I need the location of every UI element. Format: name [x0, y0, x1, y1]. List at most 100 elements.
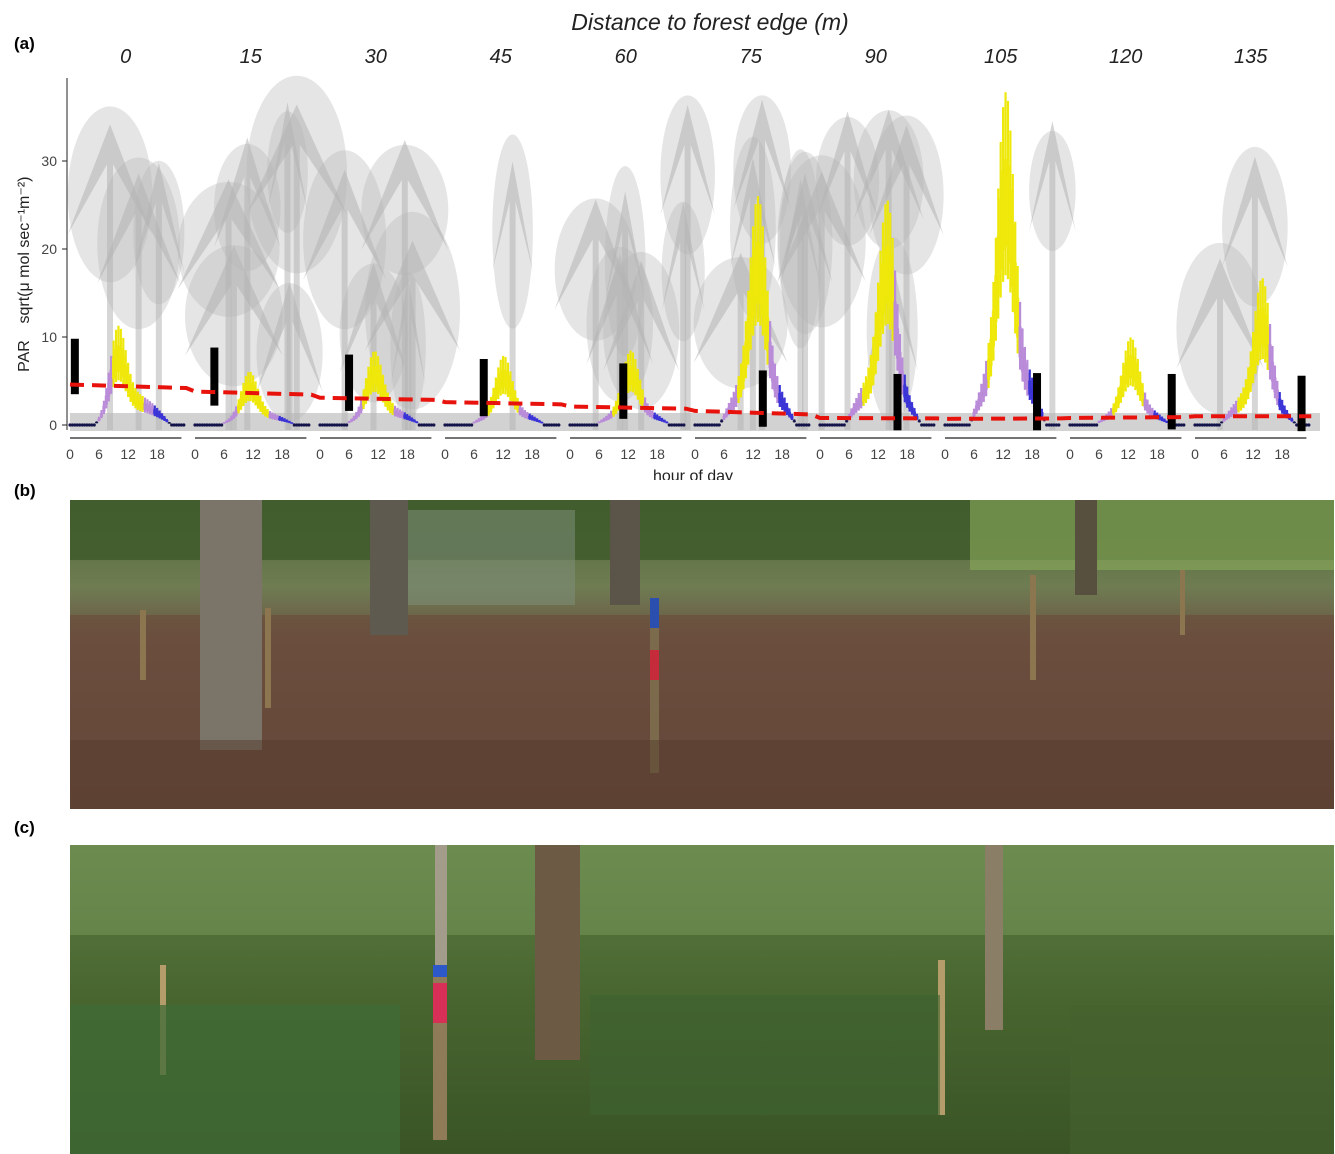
tree-crown	[1222, 146, 1288, 307]
night-point	[1179, 423, 1184, 427]
night-point	[1073, 423, 1077, 427]
hour-box-body	[143, 403, 147, 410]
hour-box-body	[722, 416, 726, 419]
night-point	[307, 423, 311, 427]
hour-box-body	[753, 248, 758, 304]
hour-box-body	[241, 391, 246, 402]
hour-box-body	[886, 245, 890, 302]
hour-box-body	[665, 422, 669, 424]
hour-box-body	[227, 419, 231, 422]
hour-box-body	[155, 411, 159, 416]
night-point	[587, 423, 591, 427]
hour-box-body	[1283, 409, 1287, 415]
night-point	[85, 423, 89, 427]
night-point	[578, 423, 582, 427]
hour-box-body	[1128, 354, 1133, 377]
night-point	[695, 423, 700, 427]
hour-box-body	[1150, 411, 1154, 416]
hour-box-body	[756, 241, 760, 300]
tree-silhouette	[246, 104, 348, 430]
hour-box-body	[1111, 407, 1116, 414]
tree-silhouette-background	[67, 75, 1320, 431]
hour-box-body	[900, 370, 904, 388]
night-point	[840, 423, 844, 427]
night-point	[302, 423, 306, 427]
tree-silhouette	[661, 201, 705, 430]
hour-box-body	[280, 418, 284, 421]
night-point	[1054, 423, 1059, 427]
hour-box-body	[732, 398, 736, 407]
night-point	[830, 423, 834, 427]
night-point	[299, 423, 304, 427]
daily-range-bar	[1033, 373, 1042, 431]
night-point	[328, 423, 332, 427]
tree-silhouette	[1176, 258, 1264, 430]
night-point	[1080, 423, 1084, 427]
hour-box-body	[628, 365, 633, 385]
hour-box-body	[871, 354, 875, 377]
tree-crown	[733, 95, 791, 244]
hour-box-body	[724, 411, 729, 416]
hour-box-body	[1244, 388, 1248, 400]
hour-box-body	[626, 368, 630, 386]
tree-silhouette	[815, 111, 880, 431]
x-tick-label: 0	[1191, 446, 1199, 462]
night-point	[1082, 423, 1087, 427]
night-point	[73, 423, 77, 427]
hour-box-body	[1143, 399, 1147, 408]
hour-box-body	[638, 388, 642, 400]
hour-box-body	[883, 248, 887, 304]
y-tick-label: 0	[49, 417, 57, 433]
night-point	[547, 423, 551, 427]
hour-box-body	[977, 398, 981, 408]
night-point	[172, 423, 176, 427]
hour-box-body	[1133, 363, 1137, 383]
hour-box-body	[99, 413, 104, 417]
night-point	[340, 423, 344, 427]
x-tick-label: 12	[995, 446, 1011, 462]
hour-box-body	[229, 417, 233, 420]
hour-box-body	[1011, 224, 1015, 287]
hour-box-body	[398, 412, 402, 417]
hour-box-body	[1165, 421, 1169, 423]
hour-box-body	[162, 417, 167, 421]
y-axis-label-unit: sqrt(μ mol sec⁻¹m⁻²)	[16, 177, 33, 324]
tree-silhouette	[339, 262, 408, 430]
night-point	[432, 423, 436, 427]
hour-box-body	[645, 407, 650, 414]
hour-box-body	[751, 266, 755, 316]
hour-box-body	[783, 403, 787, 410]
hour-box-body	[128, 384, 133, 397]
night-point	[448, 423, 452, 427]
night-point	[795, 423, 799, 427]
hour-box-body	[239, 397, 243, 407]
hour-box-body	[891, 275, 895, 323]
hour-box-body	[508, 382, 512, 396]
hour-box-body	[852, 407, 856, 413]
night-point	[679, 423, 684, 427]
hour-box-body	[604, 417, 608, 420]
hour-box-body	[525, 414, 529, 418]
hour-box-body	[917, 420, 921, 422]
hour-box-body	[1153, 413, 1157, 417]
hour-box-body	[746, 317, 750, 352]
hour-box-body	[523, 412, 527, 417]
night-point	[179, 423, 184, 427]
hour-box-body	[775, 385, 779, 399]
hour-box-body	[482, 415, 486, 419]
night-point	[332, 423, 337, 427]
tree-silhouette	[133, 162, 185, 430]
hour-box-body	[511, 389, 515, 401]
night-point	[295, 423, 299, 427]
night-point	[1045, 423, 1049, 427]
night-point	[804, 423, 809, 427]
tree-crown	[177, 181, 280, 317]
night-point	[955, 423, 959, 427]
x-tick-label: 18	[899, 446, 915, 462]
hour-box-body	[974, 405, 979, 412]
hour-box-body	[400, 413, 404, 418]
hour-box-body	[261, 406, 265, 413]
night-point	[1070, 423, 1075, 427]
tree-crown	[214, 143, 281, 272]
night-point	[712, 423, 716, 427]
